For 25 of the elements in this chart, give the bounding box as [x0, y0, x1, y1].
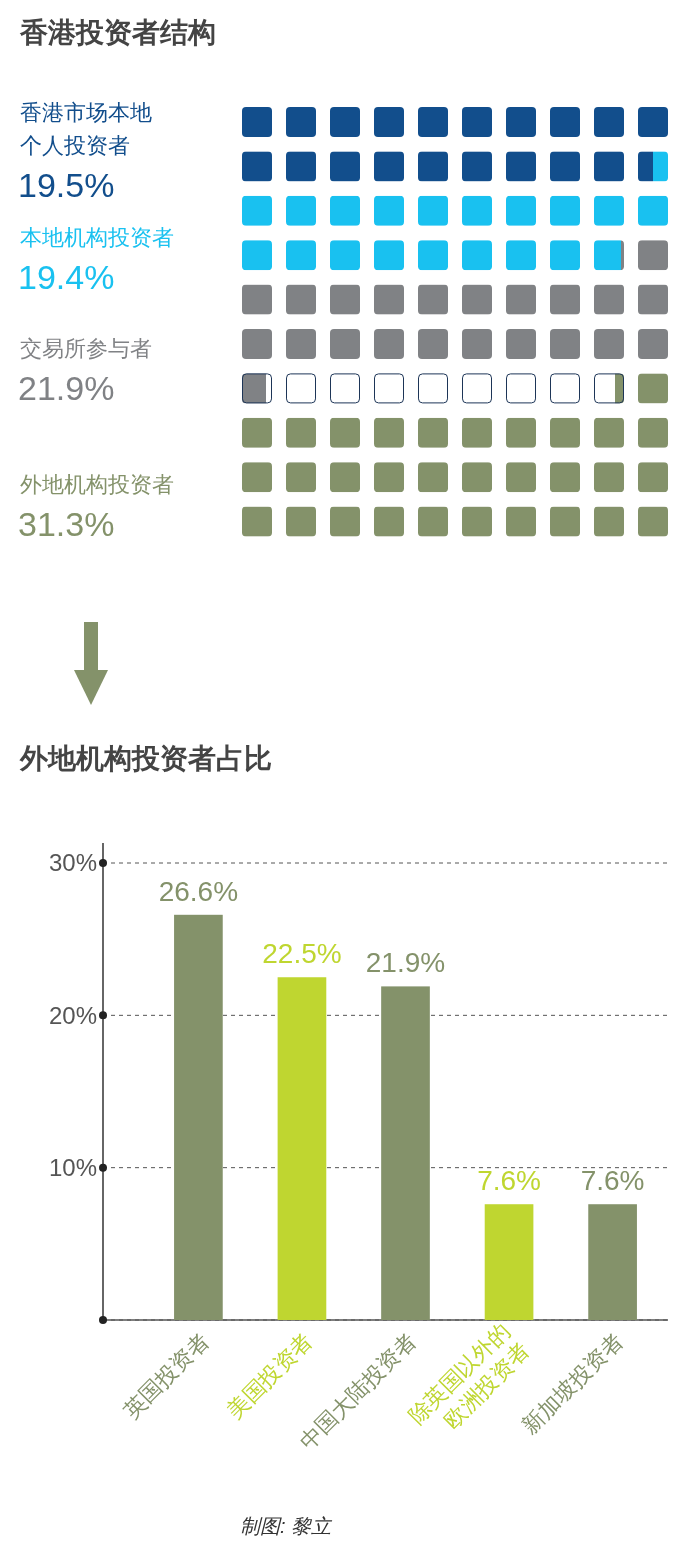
y-tick-label: 20% [48, 1001, 98, 1029]
data-label: 7.6% [580, 1165, 645, 1197]
x-tick-label: 英国投资者 [118, 1327, 214, 1424]
data-label: 21.9% [365, 947, 446, 979]
bar [277, 977, 327, 1320]
data-label: 19.4% [18, 258, 115, 296]
bar [381, 986, 430, 1320]
text: 制图: 黎立 [240, 1515, 334, 1537]
category-label: 香港市场本地个人投资者 [20, 100, 152, 158]
y-tick-label: 30% [48, 849, 98, 877]
data-label: 7.6% [477, 1165, 541, 1197]
data-label: 21.9% [18, 369, 115, 407]
bar [588, 1204, 637, 1320]
data-label: 19.5% [18, 166, 115, 204]
bar [174, 914, 223, 1320]
data-label: 31.3% [18, 505, 115, 543]
category-label: 外地机构投资者 [20, 472, 174, 497]
category-label: 本地机构投资者 [20, 225, 174, 250]
data-label: 26.6% [158, 875, 239, 907]
text: 香港投资者结构 [19, 17, 216, 48]
bar [484, 1204, 534, 1320]
y-tick-label: 10% [48, 1154, 98, 1182]
data-label: 22.5% [262, 938, 342, 970]
category-label: 交易所参与者 [20, 336, 152, 361]
chart-title: 外地机构投资者占比 [19, 743, 272, 774]
